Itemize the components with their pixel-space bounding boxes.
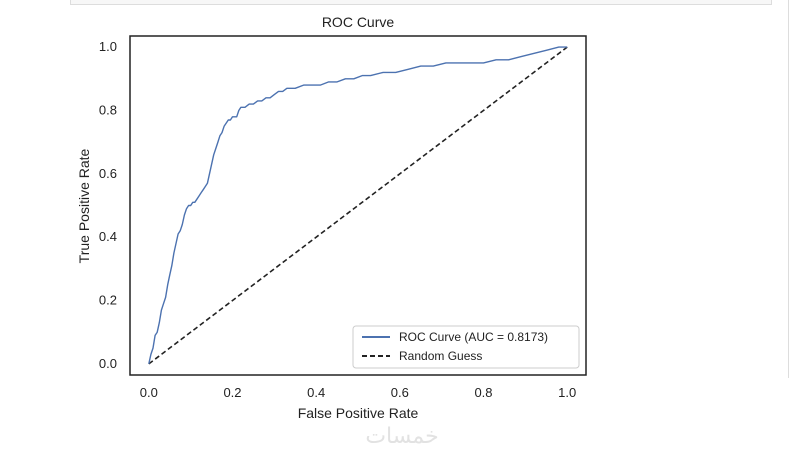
y-tick-label: 0.6	[99, 166, 117, 181]
y-tick-label: 0.8	[99, 102, 117, 117]
y-tick-label: 0.2	[99, 293, 117, 308]
watermark-text: خمسات	[365, 424, 439, 449]
x-tick-label: 0.6	[391, 385, 409, 400]
series-layer	[148, 46, 568, 365]
y-tick-labels: 0.0 0.2 0.4 0.6 0.8 1.0	[99, 39, 117, 371]
legend-label-random: Random Guess	[399, 349, 482, 363]
chart-title: ROC Curve	[322, 14, 395, 30]
x-tick-labels: 0.0 0.2 0.4 0.6 0.8 1.0	[140, 385, 576, 400]
legend: ROC Curve (AUC = 0.8173) Random Guess	[352, 325, 580, 369]
plot-frame	[129, 35, 587, 376]
x-tick-label: 1.0	[558, 385, 576, 400]
right-divider	[788, 0, 789, 378]
y-tick-label: 1.0	[99, 39, 117, 54]
y-tick-label: 0.4	[99, 229, 117, 244]
x-tick-label: 0.4	[307, 385, 325, 400]
x-tick-label: 0.2	[223, 385, 241, 400]
x-axis-label: False Positive Rate	[298, 405, 419, 421]
x-tick-label: 0.0	[140, 385, 158, 400]
legend-label-roc: ROC Curve (AUC = 0.8173)	[399, 330, 548, 344]
top-panel-strip	[70, 0, 772, 5]
legend-box	[352, 325, 580, 369]
y-tick-label: 0.0	[99, 356, 117, 371]
y-axis-label: True Positive Rate	[76, 148, 92, 263]
roc-curve-line	[148, 46, 568, 365]
x-tick-label: 0.8	[474, 385, 492, 400]
